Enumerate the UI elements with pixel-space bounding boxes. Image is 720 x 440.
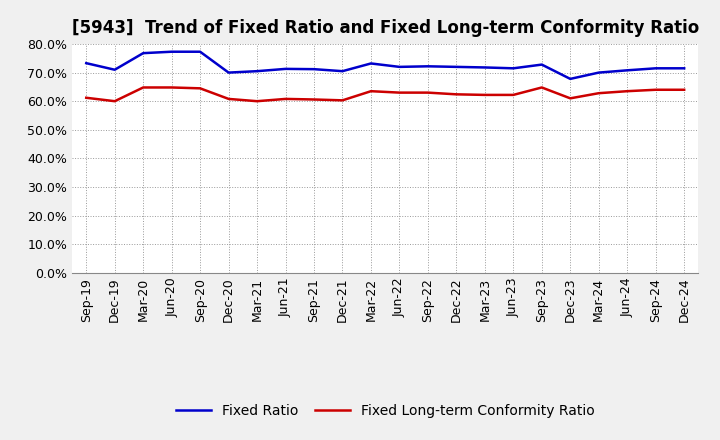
Fixed Ratio <box>366 61 375 66</box>
Fixed Long-term Conformity Ratio <box>680 87 688 92</box>
Fixed Long-term Conformity Ratio <box>282 96 290 102</box>
Fixed Ratio <box>282 66 290 72</box>
Fixed Ratio <box>196 49 204 55</box>
Fixed Ratio <box>623 68 631 73</box>
Fixed Ratio <box>423 64 432 69</box>
Fixed Ratio <box>139 51 148 56</box>
Fixed Long-term Conformity Ratio <box>395 90 404 95</box>
Fixed Long-term Conformity Ratio <box>623 88 631 94</box>
Fixed Long-term Conformity Ratio <box>82 95 91 100</box>
Fixed Long-term Conformity Ratio <box>652 87 660 92</box>
Title: [5943]  Trend of Fixed Ratio and Fixed Long-term Conformity Ratio: [5943] Trend of Fixed Ratio and Fixed Lo… <box>71 19 699 37</box>
Fixed Ratio <box>167 49 176 55</box>
Fixed Ratio <box>566 76 575 81</box>
Line: Fixed Long-term Conformity Ratio: Fixed Long-term Conformity Ratio <box>86 88 684 101</box>
Fixed Ratio <box>680 66 688 71</box>
Fixed Long-term Conformity Ratio <box>338 98 347 103</box>
Fixed Long-term Conformity Ratio <box>452 92 461 97</box>
Fixed Long-term Conformity Ratio <box>225 96 233 102</box>
Fixed Long-term Conformity Ratio <box>566 95 575 101</box>
Fixed Long-term Conformity Ratio <box>480 92 489 98</box>
Fixed Long-term Conformity Ratio <box>595 91 603 96</box>
Fixed Ratio <box>452 64 461 70</box>
Fixed Ratio <box>395 64 404 70</box>
Fixed Ratio <box>253 69 261 74</box>
Fixed Long-term Conformity Ratio <box>509 92 518 98</box>
Line: Fixed Ratio: Fixed Ratio <box>86 52 684 79</box>
Fixed Ratio <box>310 66 318 72</box>
Fixed Long-term Conformity Ratio <box>310 97 318 102</box>
Fixed Ratio <box>225 70 233 75</box>
Fixed Ratio <box>509 66 518 71</box>
Fixed Long-term Conformity Ratio <box>366 88 375 94</box>
Fixed Long-term Conformity Ratio <box>110 99 119 104</box>
Fixed Ratio <box>480 65 489 70</box>
Fixed Ratio <box>110 67 119 72</box>
Fixed Long-term Conformity Ratio <box>196 86 204 91</box>
Fixed Ratio <box>338 69 347 74</box>
Fixed Ratio <box>595 70 603 75</box>
Fixed Ratio <box>537 62 546 67</box>
Fixed Long-term Conformity Ratio <box>423 90 432 95</box>
Fixed Long-term Conformity Ratio <box>139 85 148 90</box>
Fixed Long-term Conformity Ratio <box>167 85 176 90</box>
Fixed Long-term Conformity Ratio <box>253 99 261 104</box>
Legend: Fixed Ratio, Fixed Long-term Conformity Ratio: Fixed Ratio, Fixed Long-term Conformity … <box>171 399 600 424</box>
Fixed Long-term Conformity Ratio <box>537 85 546 90</box>
Fixed Ratio <box>82 61 91 66</box>
Fixed Ratio <box>652 66 660 71</box>
